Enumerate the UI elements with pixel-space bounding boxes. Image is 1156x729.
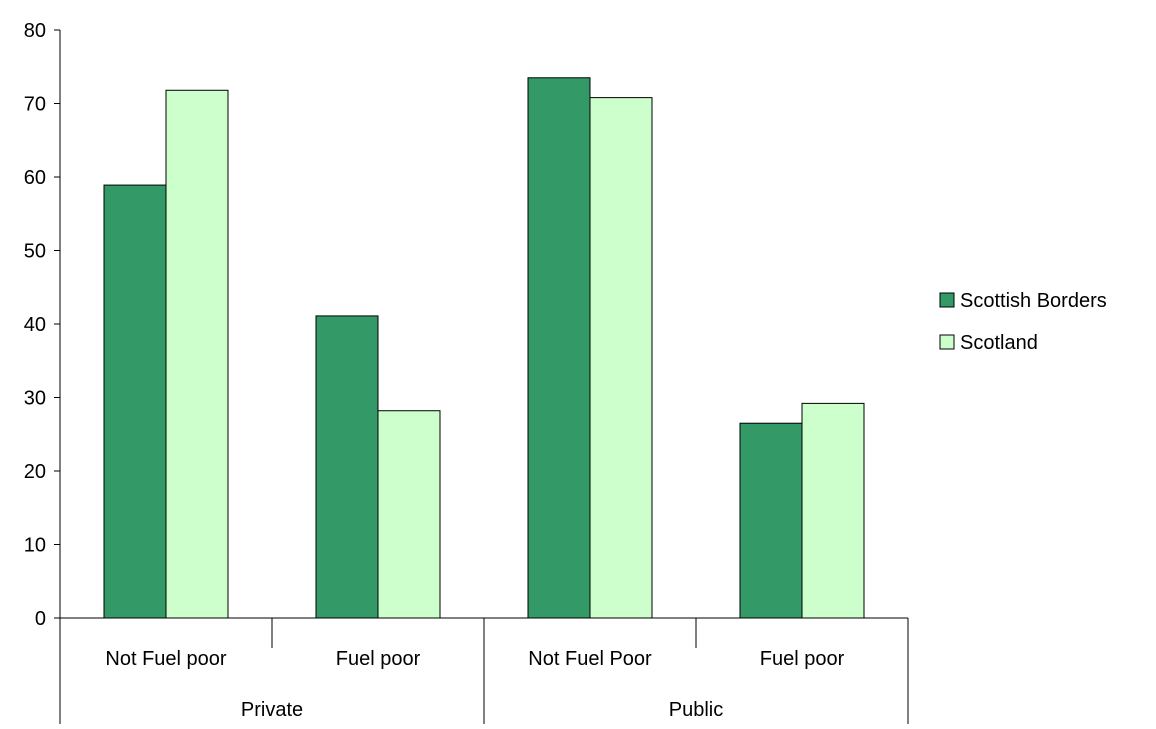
bar-scottish-borders — [315, 315, 379, 619]
x-category-label: Not Fuel Poor — [528, 648, 652, 670]
x-category-label: Fuel poor — [760, 648, 845, 670]
y-tick-label: 20 — [24, 461, 46, 483]
y-tick-label: 0 — [35, 608, 46, 630]
y-tick-label: 40 — [24, 314, 46, 336]
legend-label: Scotland — [960, 332, 1038, 354]
y-tick-label: 70 — [24, 94, 46, 116]
bar-scottish-borders — [739, 422, 803, 619]
bar-scottish-borders — [527, 77, 591, 619]
x-group-label: Public — [669, 699, 723, 721]
bar-scotland — [801, 402, 865, 619]
bar-scotland — [589, 97, 653, 619]
bar-scotland — [377, 410, 441, 619]
y-tick-label: 80 — [24, 20, 46, 42]
x-group-label: Private — [241, 699, 303, 721]
y-tick-label: 10 — [24, 535, 46, 557]
y-tick-label: 30 — [24, 388, 46, 410]
y-tick-label: 60 — [24, 167, 46, 189]
legend-swatch — [939, 334, 955, 350]
legend-swatch — [939, 292, 955, 308]
legend-label: Scottish Borders — [960, 290, 1107, 312]
bar-scottish-borders — [103, 184, 167, 619]
x-category-label: Fuel poor — [336, 648, 421, 670]
bar-scotland — [165, 89, 229, 619]
y-tick-label: 50 — [24, 241, 46, 263]
x-category-label: Not Fuel poor — [105, 648, 227, 670]
